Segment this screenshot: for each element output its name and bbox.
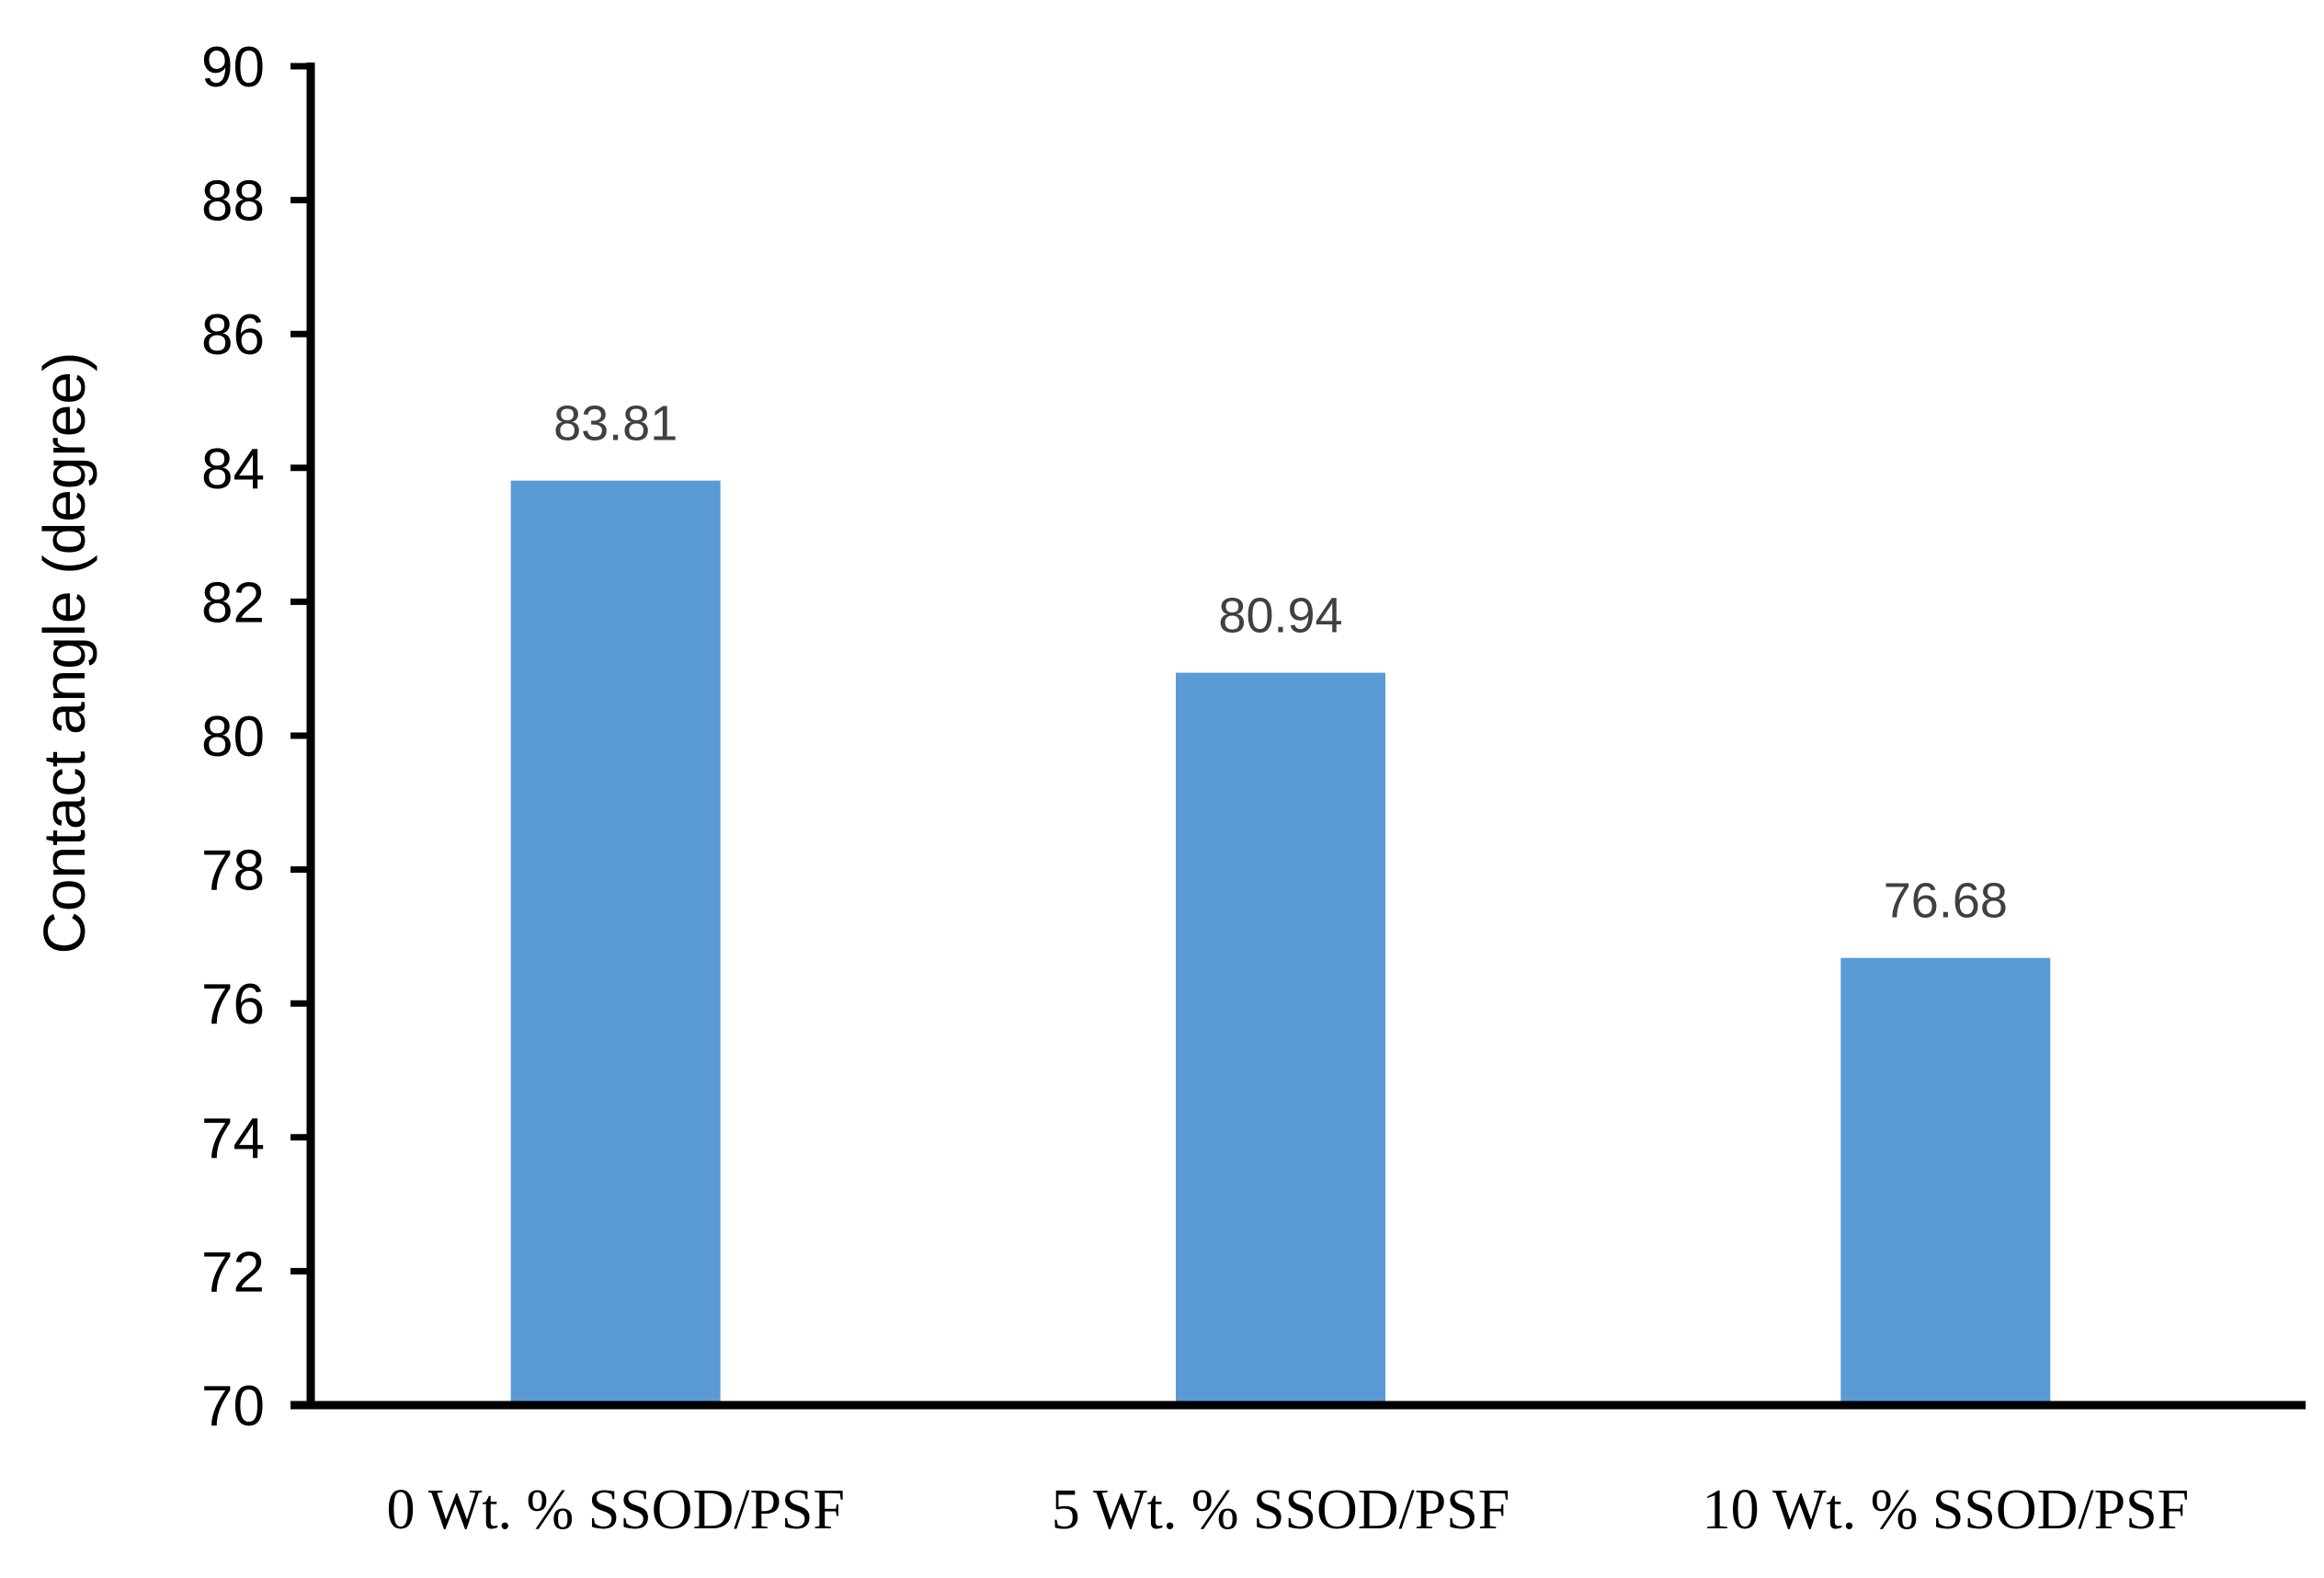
- bar-value-label: 76.68: [1884, 874, 2008, 929]
- y-axis-ticks: 70 72 74 76 78 80 82 84 86 88 90: [201, 36, 311, 1438]
- y-tick-label: 90: [201, 36, 265, 99]
- bars: [510, 480, 2051, 1405]
- x-category-label: 0 Wt. % SSOD/PSF: [386, 1479, 844, 1541]
- bar-value-label: 83.81: [553, 396, 678, 452]
- y-tick-label: 88: [201, 170, 265, 234]
- y-tick-label: 86: [201, 303, 265, 367]
- bar: [1840, 957, 2051, 1405]
- bar: [1176, 672, 1385, 1405]
- y-tick-label: 70: [201, 1375, 265, 1438]
- y-tick-label: 74: [201, 1107, 265, 1171]
- y-axis-title: Contact angle (degree): [31, 352, 97, 955]
- bar-value-label: 80.94: [1218, 589, 1342, 644]
- data-labels: 83.81 80.94 76.68: [553, 396, 2008, 929]
- x-axis-category-labels: 0 Wt. % SSOD/PSF 5 Wt. % SSOD/PSF 10 Wt. %…: [386, 1479, 2189, 1541]
- y-tick-label: 76: [201, 973, 265, 1036]
- y-tick-label: 84: [201, 438, 265, 501]
- y-tick-label: 72: [201, 1241, 265, 1304]
- y-tick-label: 82: [201, 571, 265, 635]
- y-tick-label: 80: [201, 705, 265, 769]
- bar: [510, 480, 721, 1405]
- x-category-label: 5 Wt. % SSOD/PSF: [1052, 1479, 1509, 1541]
- x-category-label: 10 Wt. % SSOD/PSF: [1703, 1479, 2189, 1541]
- y-tick-label: 78: [201, 840, 265, 903]
